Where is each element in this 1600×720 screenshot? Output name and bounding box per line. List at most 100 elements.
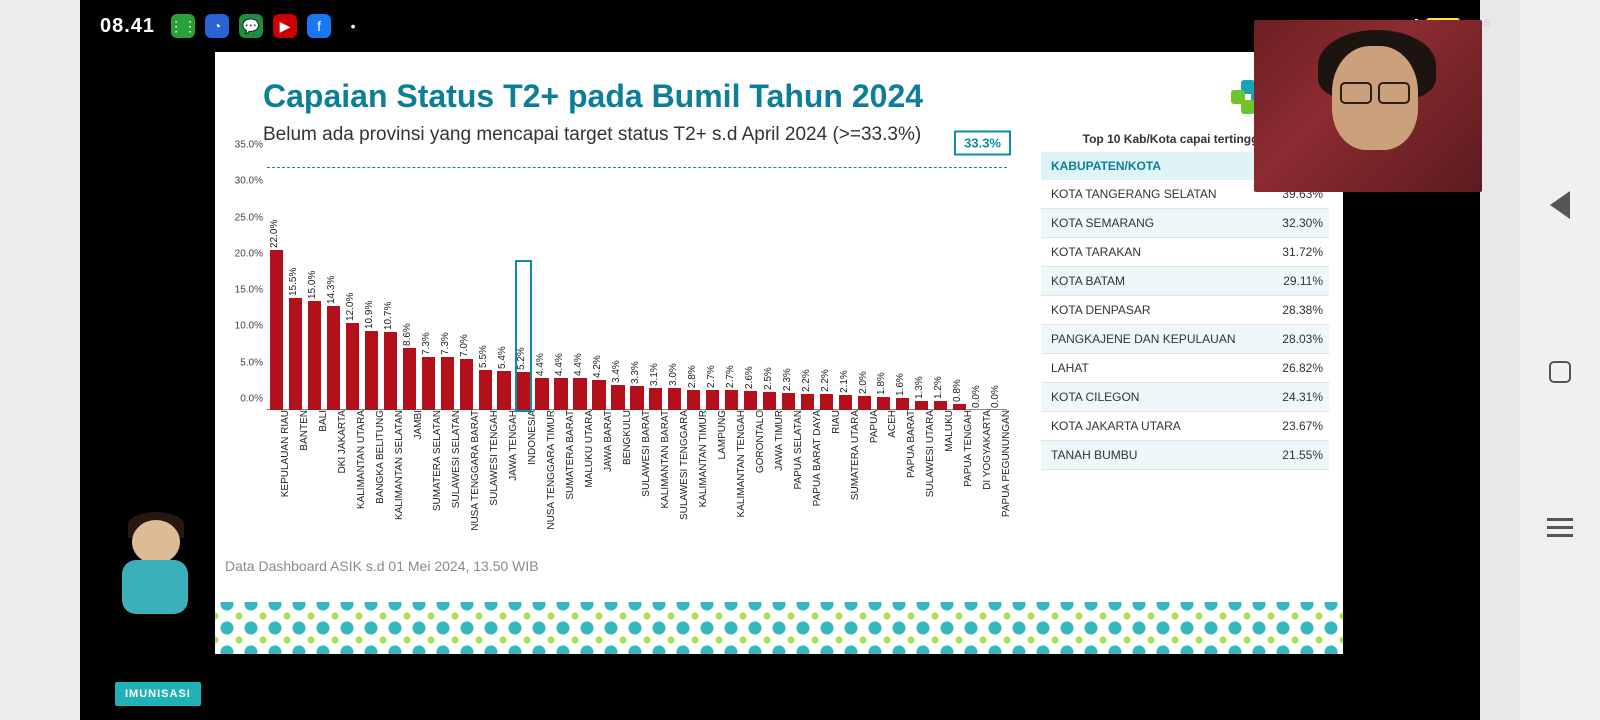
slide-subtitle: Belum ada provinsi yang mencapai target … bbox=[263, 124, 921, 146]
facebook-icon: f bbox=[307, 14, 331, 38]
bar-22: 2.8%KALIMANTAN TIMUR bbox=[684, 156, 703, 410]
bar-category-label: PAPUA bbox=[865, 410, 880, 443]
bar-category-label: PAPUA TENGAH bbox=[959, 410, 974, 487]
bar-value-label: 10.7% bbox=[383, 302, 394, 330]
bar-category-label: JAWA BARAT bbox=[599, 410, 614, 472]
chat-icon: 💬 bbox=[239, 14, 263, 38]
back-icon[interactable] bbox=[1550, 191, 1570, 219]
bar-6: 10.7%KALIMANTAN SELATAN bbox=[381, 156, 400, 410]
table-cell-name: KOTA SEMARANG bbox=[1041, 209, 1259, 237]
bar-category-label: PAPUA BARAT bbox=[902, 410, 917, 478]
bar-category-label: SULAWESI UTARA bbox=[921, 410, 936, 497]
table-row: KOTA TARAKAN31.72% bbox=[1041, 238, 1329, 267]
bar-value-label: 2.0% bbox=[858, 371, 869, 394]
bar-value-label: 4.2% bbox=[592, 355, 603, 378]
table-cell-pct: 29.11% bbox=[1259, 267, 1329, 295]
target-value-box: 33.3% bbox=[954, 131, 1011, 156]
bar-value-label: 12.0% bbox=[345, 293, 356, 321]
table-cell-pct: 24.31% bbox=[1259, 383, 1329, 411]
clock: 08.41 bbox=[100, 15, 155, 38]
bar-10: 7.0%NUSA TENGGARA BARAT bbox=[457, 156, 476, 410]
bar-category-label: DKI JAKARTA bbox=[333, 410, 348, 474]
bar-21: 3.0%SULAWESI TENGGARA bbox=[665, 156, 684, 410]
bar-value-label: 0.8% bbox=[952, 379, 963, 402]
bar-value-label: 3.3% bbox=[630, 361, 641, 384]
bar-rect bbox=[801, 394, 814, 410]
bar-category-label: INDONESIA bbox=[523, 410, 538, 465]
target-line bbox=[267, 167, 1007, 168]
bar-value-label: 1.8% bbox=[876, 372, 887, 395]
bar-category-label: PAPUA PEGUNUNGAN bbox=[997, 410, 1012, 517]
bar-3: 14.3%DKI JAKARTA bbox=[324, 156, 343, 410]
table-cell-pct: 31.72% bbox=[1259, 238, 1329, 266]
presentation-slide: Kem Capaian Status T2+ pada Bumil Tahun … bbox=[215, 20, 1343, 654]
bar-rect bbox=[422, 357, 435, 410]
bar-value-label: 3.4% bbox=[611, 361, 622, 384]
table-cell-name: TANAH BUMBU bbox=[1041, 441, 1259, 469]
y-tick-label: 25.0% bbox=[223, 212, 263, 223]
recent-apps-icon[interactable] bbox=[1549, 361, 1571, 383]
bar-rect bbox=[403, 348, 416, 410]
bar-28: 2.2%PAPUA BARAT DAYA bbox=[798, 156, 817, 410]
bar-rect bbox=[441, 357, 454, 410]
bar-rect bbox=[384, 332, 397, 410]
table-cell-pct: 23.67% bbox=[1259, 412, 1329, 440]
bar-category-label: JAWA TENGAH bbox=[504, 410, 519, 481]
bar-category-label: BENGKULU bbox=[618, 410, 633, 465]
bar-value-label: 5.4% bbox=[497, 346, 508, 369]
bar-30: 2.1%SUMATERA UTARA bbox=[836, 156, 855, 410]
table-cell-pct: 32.30% bbox=[1259, 209, 1329, 237]
bar-value-label: 2.1% bbox=[839, 370, 850, 393]
bar-19: 3.3%SULAWESI BARAT bbox=[627, 156, 646, 410]
bar-value-label: 7.3% bbox=[440, 332, 451, 355]
bar-rect bbox=[668, 388, 681, 410]
bar-rect bbox=[839, 395, 852, 410]
bar-category-label: SUMATERA UTARA bbox=[846, 410, 861, 500]
menu-icon[interactable] bbox=[1547, 526, 1573, 529]
y-tick-label: 5.0% bbox=[223, 357, 263, 368]
bar-rect bbox=[896, 398, 909, 410]
y-tick-label: 15.0% bbox=[223, 285, 263, 296]
bar-rect bbox=[858, 396, 871, 411]
bar-12: 5.4%JAWA TENGAH bbox=[495, 156, 514, 410]
bar-rect bbox=[479, 370, 492, 410]
bar-category-label: SULAWESI SELATAN bbox=[447, 410, 462, 508]
bar-value-label: 4.4% bbox=[554, 353, 565, 376]
bar-category-label: SUMATERA BARAT bbox=[561, 410, 576, 500]
bar-rect bbox=[592, 380, 605, 410]
bar-2: 15.0%BALI bbox=[305, 156, 324, 410]
bar-value-label: 5.5% bbox=[478, 345, 489, 368]
bar-value-label: 0.0% bbox=[971, 385, 982, 408]
bar-rect bbox=[744, 391, 757, 410]
imunisasi-tag: IMUNISASI bbox=[115, 682, 201, 706]
app-icon: ◔ bbox=[205, 14, 229, 38]
bar-35: 1.2%MALUKU bbox=[931, 156, 950, 410]
app-icon: ⋮⋮ bbox=[171, 14, 195, 38]
bar-0: 22.0%KEPULAUAN RIAU bbox=[267, 156, 286, 410]
statusbar-app-icons: ⋮⋮ ◔ 💬 ▶ f • bbox=[171, 14, 365, 38]
bar-38: 0.0%PAPUA PEGUNUNGAN bbox=[988, 156, 1007, 410]
video-participant-thumbnail[interactable] bbox=[1254, 20, 1482, 192]
y-tick-label: 0.0% bbox=[223, 394, 263, 405]
table-row: KOTA DENPASAR28.38% bbox=[1041, 296, 1329, 325]
table-row: LAHAT26.82% bbox=[1041, 354, 1329, 383]
bar-rect bbox=[289, 298, 302, 410]
bar-category-label: NUSA TENGGARA BARAT bbox=[466, 410, 481, 531]
bar-value-label: 15.0% bbox=[307, 271, 318, 299]
bar-value-label: 3.1% bbox=[649, 363, 660, 386]
bar-value-label: 15.5% bbox=[288, 267, 299, 295]
bar-rect bbox=[535, 378, 548, 410]
table-cell-name: KOTA DENPASAR bbox=[1041, 296, 1259, 324]
bar-23: 2.7%LAMPUNG bbox=[703, 156, 722, 410]
bar-1: 15.5%BANTEN bbox=[286, 156, 305, 410]
bar-27: 2.3%PAPUA SELATAN bbox=[779, 156, 798, 410]
bar-34: 1.3%SULAWESI UTARA bbox=[912, 156, 931, 410]
bar-category-label: PAPUA SELATAN bbox=[789, 410, 804, 489]
bar-rect bbox=[782, 393, 795, 410]
y-tick-label: 20.0% bbox=[223, 248, 263, 259]
decorative-pattern bbox=[215, 602, 1343, 654]
bar-16: 4.4%MALUKU UTARA bbox=[571, 156, 590, 410]
bar-25: 2.6%GORONTALO bbox=[741, 156, 760, 410]
bar-8: 7.3%SUMATERA SELATAN bbox=[419, 156, 438, 410]
table-row: KOTA JAKARTA UTARA23.67% bbox=[1041, 412, 1329, 441]
